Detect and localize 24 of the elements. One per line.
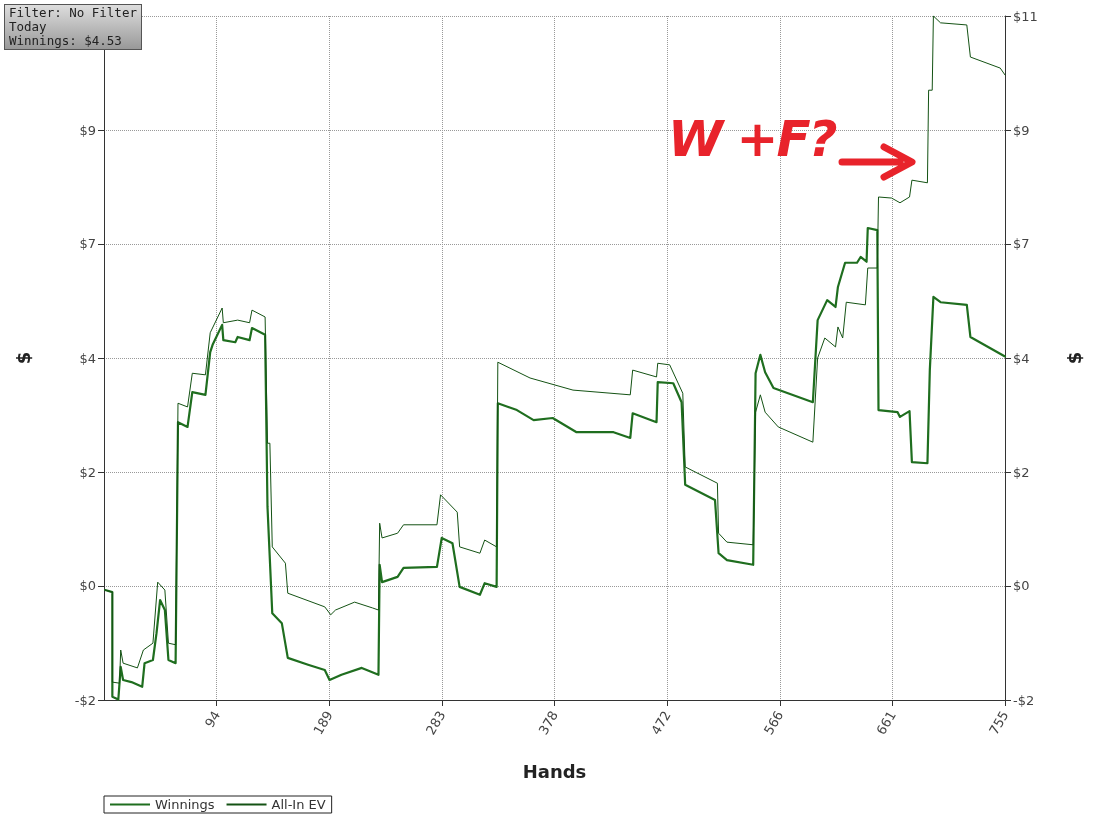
annotation: Filter: No Filter xyxy=(9,5,137,20)
annotation: Winnings: $4.53 xyxy=(9,33,123,48)
legend-label: All-In EV xyxy=(271,797,326,812)
x-axis-title: Hands xyxy=(522,760,587,782)
text: Today xyxy=(9,19,48,34)
y-tick-label: $0 xyxy=(79,578,96,594)
annotation: W +F? xyxy=(668,110,836,168)
y-tick-label: $4 xyxy=(79,350,96,366)
y2-axis-title: $ xyxy=(1063,351,1085,365)
y-tick-label: $2 xyxy=(79,464,96,480)
y-axis-title: $ xyxy=(12,351,34,365)
x-tick-label: 661 xyxy=(873,708,899,738)
y2-tick-label: $2 xyxy=(1013,464,1030,480)
y-tick-label: -$2 xyxy=(74,692,96,708)
legend-label: Winnings xyxy=(155,797,215,812)
y-tick-label: $9 xyxy=(79,122,96,138)
y2-tick-label: $9 xyxy=(1013,122,1030,138)
y2-tick-label: -$2 xyxy=(1013,692,1035,708)
y2-tick-label: $4 xyxy=(1013,350,1030,366)
y2-tick-label: $0 xyxy=(1013,578,1030,594)
x-tick-label: 94 xyxy=(201,708,224,731)
y2-tick-label: $11 xyxy=(1013,8,1038,24)
y2-tick-label: $7 xyxy=(1013,236,1030,252)
y-tick-label: $7 xyxy=(79,236,96,252)
